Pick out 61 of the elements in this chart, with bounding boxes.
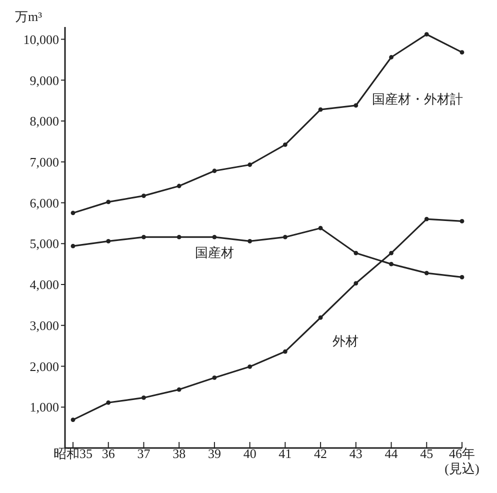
y-tick-label: 1,000 — [30, 400, 59, 415]
x-tick-label: 42 — [314, 446, 328, 461]
point — [106, 400, 111, 405]
x-tick-label: 36 — [102, 446, 116, 461]
x-tick-label: 41 — [278, 446, 292, 461]
point — [354, 281, 358, 286]
point — [176, 234, 182, 240]
x-tick-label: 38 — [172, 446, 186, 461]
point — [212, 375, 217, 380]
y-tick-label: 10,000 — [23, 32, 59, 47]
x-tick-label: 44 — [384, 446, 398, 461]
point — [212, 234, 217, 240]
y-axis-title: 万m³ — [14, 9, 42, 24]
y-tick-label: 3,000 — [30, 318, 59, 333]
point — [282, 234, 288, 240]
series-label: 国産材 — [194, 245, 234, 260]
point — [248, 238, 252, 244]
x-tick-label: 40 — [243, 446, 256, 461]
x-tick-label: 43 — [349, 446, 362, 461]
point — [424, 32, 429, 37]
x-tick-label: 37 — [137, 446, 151, 461]
y-tick-label: 6,000 — [30, 195, 59, 210]
y-tick-label: 8,000 — [30, 114, 59, 129]
point — [354, 103, 358, 108]
point — [460, 218, 464, 224]
point — [248, 364, 252, 369]
point — [70, 418, 76, 422]
point — [318, 226, 323, 230]
point — [106, 200, 111, 204]
point — [212, 168, 217, 174]
y-tick-label: 4,000 — [30, 277, 59, 292]
point — [389, 250, 394, 256]
point — [460, 50, 464, 55]
series-label: 国産材・外材計 — [372, 91, 463, 106]
point — [354, 250, 358, 256]
series-label: 外材 — [332, 334, 359, 349]
point — [389, 55, 394, 60]
x-tick-label: 39 — [208, 446, 221, 461]
point — [176, 387, 182, 392]
x-tick-label: 45 — [420, 446, 434, 461]
point — [142, 396, 146, 400]
y-tick-label: 2,000 — [30, 358, 59, 374]
point — [106, 238, 111, 244]
point — [70, 244, 76, 248]
point — [176, 184, 182, 188]
point — [318, 315, 323, 320]
y-tick-label: 5,000 — [30, 236, 59, 252]
x-tick-label: 46年 (見込) — [444, 446, 480, 476]
point — [424, 216, 429, 222]
point — [460, 274, 464, 280]
point — [282, 349, 288, 354]
point — [389, 262, 394, 266]
point — [248, 162, 252, 167]
point — [70, 210, 76, 216]
point — [282, 142, 288, 147]
point — [142, 234, 146, 240]
point — [424, 270, 429, 276]
point — [142, 194, 146, 198]
y-tick-label: 7,000 — [30, 154, 59, 170]
point — [318, 107, 323, 112]
y-tick-label: 9,000 — [30, 72, 59, 88]
